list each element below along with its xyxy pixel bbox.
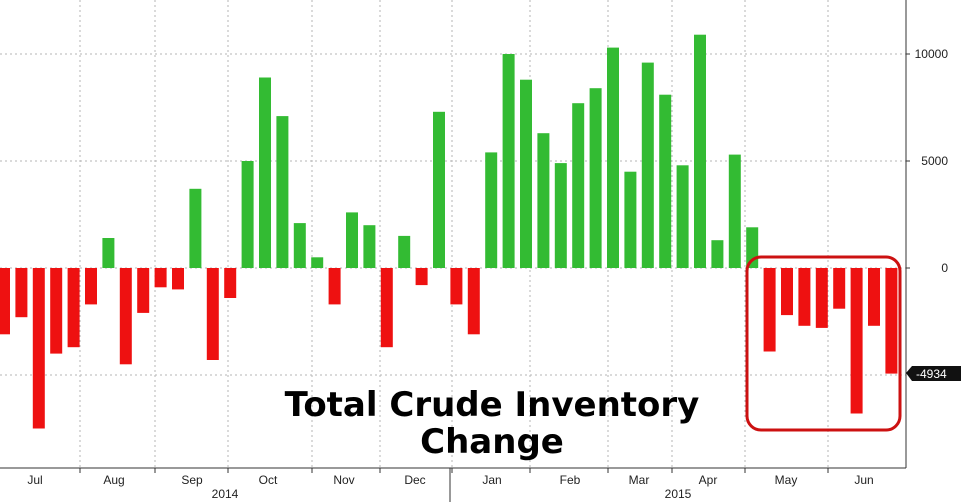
x-year-label: 2015 <box>665 487 692 501</box>
bar <box>363 225 376 268</box>
bar <box>798 268 811 326</box>
bar <box>728 154 741 268</box>
grid-lines <box>0 0 906 473</box>
bar <box>102 238 115 268</box>
bar <box>50 268 63 354</box>
chart-title-line-1: Total Crude Inventory <box>285 385 700 425</box>
bar <box>520 79 532 268</box>
x-tick-label: Sep <box>181 473 203 487</box>
bar <box>763 268 776 352</box>
bar <box>85 268 97 305</box>
x-tick-label: Apr <box>699 473 718 487</box>
bar <box>259 77 271 268</box>
bar <box>137 268 150 313</box>
bar <box>380 268 393 348</box>
bar <box>885 268 898 374</box>
bar <box>172 268 184 290</box>
chart-title-line-2: Change <box>420 422 564 462</box>
bar <box>485 152 498 268</box>
bar <box>694 34 706 269</box>
bar <box>833 268 846 309</box>
x-tick-label: Aug <box>103 473 124 487</box>
x-tick-label: Feb <box>560 473 581 487</box>
bar <box>502 54 515 268</box>
bar <box>781 268 793 316</box>
bar <box>676 165 689 268</box>
x-year-labels: 2014 2015 <box>212 487 692 501</box>
bar <box>224 268 237 298</box>
x-tick-label: Jan <box>482 473 501 487</box>
bar <box>641 62 654 268</box>
x-tick-label: Nov <box>333 473 354 487</box>
bar <box>659 94 672 268</box>
bar <box>815 268 828 328</box>
bar <box>415 268 428 286</box>
y-tick-label: 5000 <box>921 154 948 168</box>
x-month-labels: Jul Aug Sep Oct Nov Dec Jan Feb Mar Apr May Jun <box>27 473 873 487</box>
bar <box>554 163 567 268</box>
bar <box>537 133 550 268</box>
bar <box>433 111 445 268</box>
last-value-tag: -4934 <box>906 366 961 381</box>
bar <box>276 116 289 268</box>
bar <box>607 47 619 268</box>
x-tick-label: Mar <box>629 473 650 487</box>
bars <box>0 34 898 429</box>
bar <box>189 188 202 268</box>
bar <box>67 268 80 348</box>
bar <box>293 223 306 268</box>
x-tick-label: Oct <box>259 473 278 487</box>
bar <box>206 268 219 360</box>
bar <box>154 268 167 288</box>
highlight-box <box>745 255 902 432</box>
bar <box>328 268 341 305</box>
axes <box>0 0 907 502</box>
bar <box>850 268 863 414</box>
x-tick-label: Jun <box>854 473 873 487</box>
bar <box>450 268 463 305</box>
bar <box>311 257 324 268</box>
bar <box>0 268 10 335</box>
x-tick-label: May <box>775 473 798 487</box>
bar <box>711 240 724 268</box>
bar <box>868 268 880 326</box>
bar <box>346 212 358 268</box>
bar <box>572 103 585 268</box>
x-year-label: 2014 <box>212 487 239 501</box>
x-tick-label: Dec <box>404 473 425 487</box>
bar <box>119 268 132 365</box>
y-tick-labels: 10000 5000 0 <box>906 47 948 275</box>
bar <box>624 171 637 268</box>
bar <box>467 268 480 335</box>
last-value-label: -4934 <box>916 367 947 381</box>
bar <box>32 268 45 429</box>
bar <box>15 268 28 318</box>
bar <box>398 235 411 268</box>
bar <box>589 88 602 268</box>
y-tick-label: 0 <box>941 261 948 275</box>
y-tick-label: 10000 <box>915 47 949 61</box>
bar <box>241 161 254 268</box>
x-tick-label: Jul <box>27 473 42 487</box>
